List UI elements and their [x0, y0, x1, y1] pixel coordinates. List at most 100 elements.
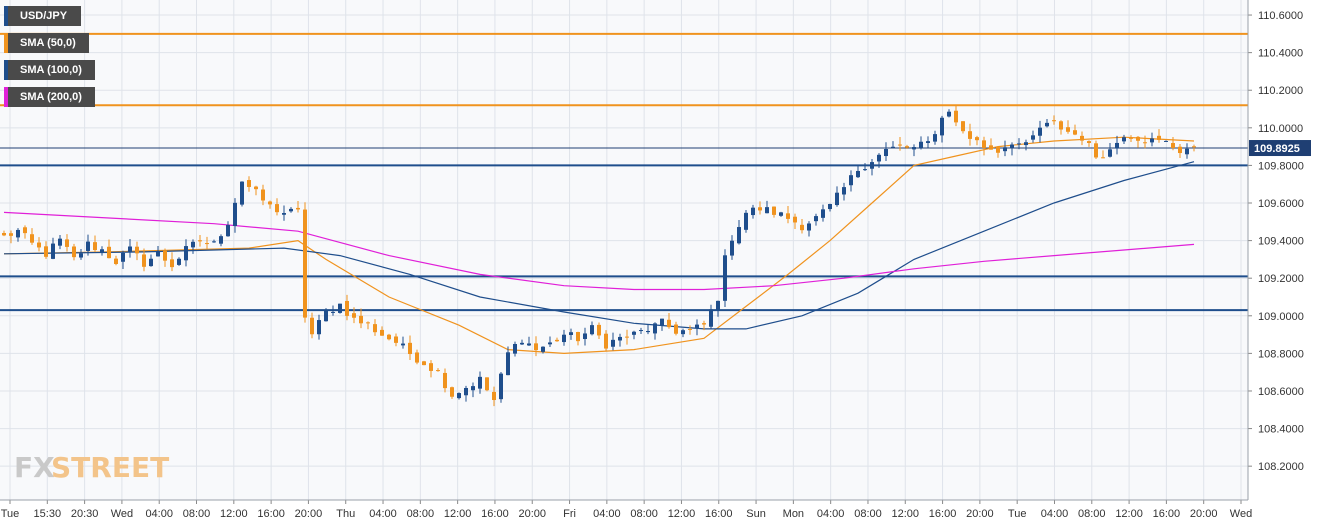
x-tick-label: 04:00: [369, 508, 397, 520]
candle-body: [1143, 142, 1147, 144]
candle-body: [513, 343, 517, 354]
x-tick-label: 16:00: [481, 508, 509, 520]
y-tick-label: 110.4000: [1258, 48, 1303, 60]
candle-body: [359, 315, 363, 324]
candle-body: [604, 333, 608, 349]
candle-body: [583, 333, 587, 340]
legend-sma100[interactable]: SMA (100,0): [4, 60, 95, 80]
candle-body: [2, 232, 6, 236]
candle-body: [1157, 135, 1161, 140]
y-tick-label: 110.6000: [1258, 10, 1303, 22]
candle-body: [58, 238, 62, 246]
candle-body: [233, 202, 237, 226]
candle-body: [135, 246, 139, 254]
candle-body: [569, 332, 573, 335]
candle-body: [485, 377, 489, 391]
x-tick-label: 16:00: [929, 508, 957, 520]
x-tick-label: Thu: [336, 508, 355, 520]
fxstreet-watermark: FX STREET: [14, 451, 169, 484]
candle-body: [107, 246, 111, 259]
candle-body: [254, 186, 258, 190]
candle-body: [408, 342, 412, 355]
candle-body: [1010, 144, 1014, 149]
y-tick-label: 108.2000: [1258, 461, 1304, 473]
x-tick-label: Fri: [563, 508, 576, 520]
candle-body: [184, 246, 188, 261]
candle-body: [807, 223, 811, 231]
candle-body: [870, 162, 874, 169]
candle-body: [534, 343, 538, 351]
x-tick-label: 08:00: [183, 508, 211, 520]
candle-body: [1108, 149, 1112, 157]
legend-sma50-label: SMA (50,0): [20, 37, 76, 49]
candle-body: [289, 208, 293, 212]
legend-sma200[interactable]: SMA (200,0): [4, 87, 95, 107]
candle-body: [681, 330, 685, 335]
candle-body: [1122, 137, 1126, 142]
x-tick-label: 16:00: [257, 508, 285, 520]
candle-body: [590, 325, 594, 335]
candle-body: [149, 258, 153, 267]
candle-body: [212, 241, 216, 243]
candle-body: [877, 154, 881, 162]
axes: 110.6000 110.4000 110.2000 110.0000 109.8000…: [0, 0, 1304, 520]
candle-body: [380, 329, 384, 336]
candle-body: [674, 324, 678, 334]
candle-body: [751, 207, 755, 216]
sma200-line: [3, 211, 1195, 291]
candle-body: [163, 250, 167, 261]
candle-body: [1080, 135, 1084, 141]
legend-usdjpy[interactable]: USD/JPY: [4, 6, 81, 26]
candle-body: [989, 145, 993, 150]
candle-body: [471, 386, 475, 391]
candle-body: [499, 373, 503, 400]
legend-sma100-label: SMA (100,0): [20, 64, 82, 76]
candle-body: [401, 343, 405, 346]
candle-body: [702, 323, 706, 325]
candle-body: [478, 376, 482, 389]
candle-body: [464, 387, 468, 396]
candle-body: [597, 324, 601, 336]
candle-body: [905, 146, 909, 148]
candle-body: [548, 342, 552, 345]
candle-body: [275, 204, 279, 213]
candle-body: [387, 334, 391, 340]
candle-body: [373, 324, 377, 333]
candle-body: [639, 330, 643, 332]
candle-body: [296, 207, 300, 210]
candle-body: [93, 242, 97, 251]
candle-body: [128, 246, 132, 252]
candle-body: [1171, 143, 1175, 148]
candle-body: [345, 300, 349, 316]
x-tick-label: 12:00: [444, 508, 472, 520]
x-tick-label: 12:00: [220, 508, 248, 520]
candles: [2, 104, 1196, 407]
candle-body: [261, 189, 265, 201]
candle-body: [1017, 143, 1021, 145]
x-tick-label: 16:00: [1153, 508, 1181, 520]
candle-body: [1150, 138, 1154, 143]
candle-body: [352, 313, 356, 318]
candle-body: [1059, 121, 1063, 130]
candle-body: [317, 320, 321, 335]
candle-body: [219, 236, 223, 244]
y-tick-label: 109.6000: [1258, 198, 1304, 210]
x-tick-label: Wed: [111, 508, 133, 520]
candle-body: [800, 224, 804, 231]
candle-body: [527, 343, 531, 346]
candle-body: [975, 137, 979, 141]
x-tick-label: 20:00: [966, 508, 994, 520]
candle-body: [310, 317, 314, 335]
grid: [0, 0, 1248, 500]
x-tick-label: 15:30: [34, 508, 62, 520]
candle-body: [44, 246, 48, 257]
candle-body: [506, 352, 510, 376]
y-tick-label: 108.6000: [1258, 386, 1304, 398]
candle-body: [695, 324, 699, 329]
candle-body: [660, 318, 664, 326]
x-tick-label: Sun: [746, 508, 766, 520]
x-tick-label: Wed: [1230, 508, 1252, 520]
legend-sma50[interactable]: SMA (50,0): [4, 33, 89, 53]
y-tick-label: 109.2000: [1258, 273, 1304, 285]
candle-body: [968, 131, 972, 139]
